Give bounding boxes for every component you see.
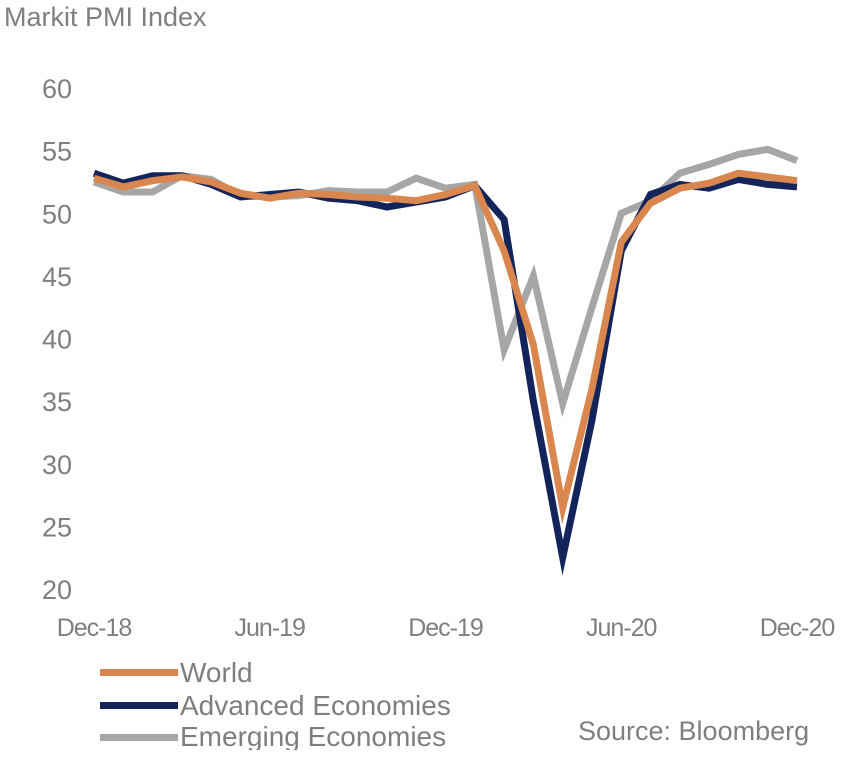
y-tick-label: 20 bbox=[42, 575, 72, 605]
x-tick-label: Jun-20 bbox=[586, 614, 657, 642]
x-tick-label: Dec-20 bbox=[760, 614, 835, 642]
legend-label-emerging-economies: Emerging Economies bbox=[180, 722, 447, 750]
series-line-advanced-economies bbox=[92, 169, 798, 576]
legend-item-world: World bbox=[100, 656, 451, 689]
y-tick-label: 45 bbox=[42, 262, 72, 292]
y-axis: 20 25 30 35 40 45 50 55 60 bbox=[42, 74, 72, 605]
x-axis: Dec-18 Jun-19 Dec-19 Jun-20 Dec-20 bbox=[57, 614, 836, 642]
legend-item-advanced-economies: Advanced Economies bbox=[100, 689, 451, 722]
legend-item-emerging-economies: Emerging Economies bbox=[100, 722, 451, 750]
series-line-world bbox=[93, 169, 798, 525]
y-tick-label: 55 bbox=[42, 137, 72, 167]
y-tick-label: 35 bbox=[42, 387, 72, 417]
chart-title: Markit PMI Index bbox=[4, 2, 207, 32]
legend-label-world: World bbox=[180, 656, 253, 688]
x-tick-label: Dec-19 bbox=[408, 614, 483, 642]
legend-label-advanced-economies: Advanced Economies bbox=[180, 689, 451, 721]
y-tick-label: 60 bbox=[42, 74, 72, 104]
source-note: Source: Bloomberg bbox=[578, 716, 810, 746]
y-tick-label: 25 bbox=[42, 512, 72, 542]
legend-swatch-emerging-economies bbox=[100, 734, 178, 741]
legend-swatch-world bbox=[100, 669, 178, 676]
y-tick-label: 30 bbox=[42, 450, 72, 480]
legend-swatch-advanced-economies bbox=[100, 702, 178, 709]
series-layer bbox=[92, 145, 799, 576]
x-tick-label: Jun-19 bbox=[235, 614, 306, 642]
y-tick-label: 50 bbox=[42, 199, 72, 229]
x-tick-label: Dec-18 bbox=[57, 614, 132, 642]
y-tick-label: 40 bbox=[42, 325, 72, 355]
legend: World Advanced Economies Emerging Econom… bbox=[100, 656, 451, 750]
